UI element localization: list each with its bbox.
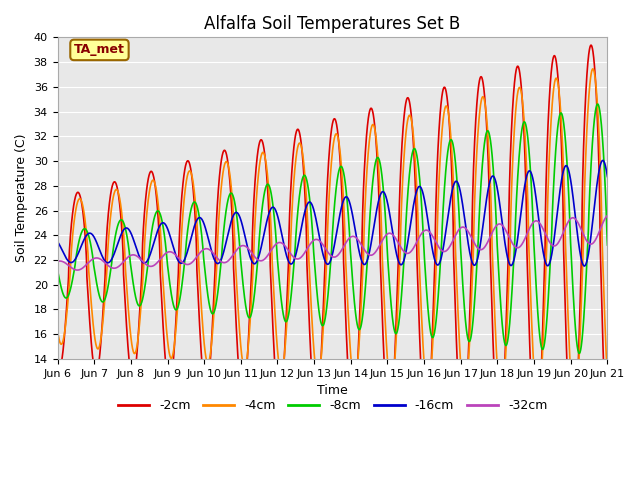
-8cm <box>604 242 611 248</box>
-4cm <box>264 182 272 188</box>
-4cm <box>149 177 157 183</box>
-32cm <box>116 262 124 268</box>
Line: -16cm: -16cm <box>58 160 607 266</box>
-32cm <box>593 234 601 240</box>
-4cm <box>54 327 61 333</box>
Line: -4cm: -4cm <box>58 69 607 409</box>
-4cm <box>289 203 296 209</box>
-8cm <box>54 267 61 273</box>
-16cm <box>593 183 601 189</box>
Legend: -2cm, -4cm, -8cm, -16cm, -32cm: -2cm, -4cm, -8cm, -16cm, -32cm <box>113 394 552 417</box>
Line: -8cm: -8cm <box>58 104 607 353</box>
-16cm <box>116 234 124 240</box>
-4cm <box>593 96 601 101</box>
-8cm <box>264 181 272 187</box>
-16cm <box>599 157 607 163</box>
Line: -32cm: -32cm <box>58 216 607 270</box>
-16cm <box>54 239 61 244</box>
-4cm <box>534 402 541 408</box>
-8cm <box>594 101 602 107</box>
-8cm <box>575 350 583 356</box>
-16cm <box>264 212 272 218</box>
-2cm <box>264 200 272 206</box>
Title: Alfalfa Soil Temperatures Set B: Alfalfa Soil Temperatures Set B <box>204 15 461 33</box>
Line: -2cm: -2cm <box>58 45 607 456</box>
-8cm <box>149 221 157 227</box>
-32cm <box>265 252 273 257</box>
-32cm <box>289 253 296 259</box>
-32cm <box>74 267 81 273</box>
-32cm <box>604 213 611 218</box>
-2cm <box>569 454 577 459</box>
-4cm <box>116 199 124 205</box>
-32cm <box>54 259 61 264</box>
-2cm <box>149 171 157 177</box>
-2cm <box>289 163 296 168</box>
-4cm <box>604 377 611 383</box>
-2cm <box>593 107 601 112</box>
-2cm <box>587 42 595 48</box>
-2cm <box>534 441 541 447</box>
-8cm <box>289 281 296 287</box>
-8cm <box>593 102 601 108</box>
-16cm <box>534 205 541 211</box>
-16cm <box>604 174 611 180</box>
-16cm <box>149 243 157 249</box>
-8cm <box>116 217 124 223</box>
-16cm <box>580 263 588 269</box>
Text: TA_met: TA_met <box>74 43 125 57</box>
-2cm <box>604 449 611 455</box>
-2cm <box>116 207 124 213</box>
-4cm <box>589 66 596 72</box>
Y-axis label: Soil Temperature (C): Soil Temperature (C) <box>15 134 28 263</box>
-4cm <box>571 407 579 412</box>
-8cm <box>534 304 541 310</box>
-16cm <box>289 261 296 266</box>
-32cm <box>534 218 541 224</box>
X-axis label: Time: Time <box>317 384 348 397</box>
-32cm <box>149 263 157 269</box>
-2cm <box>54 360 61 366</box>
